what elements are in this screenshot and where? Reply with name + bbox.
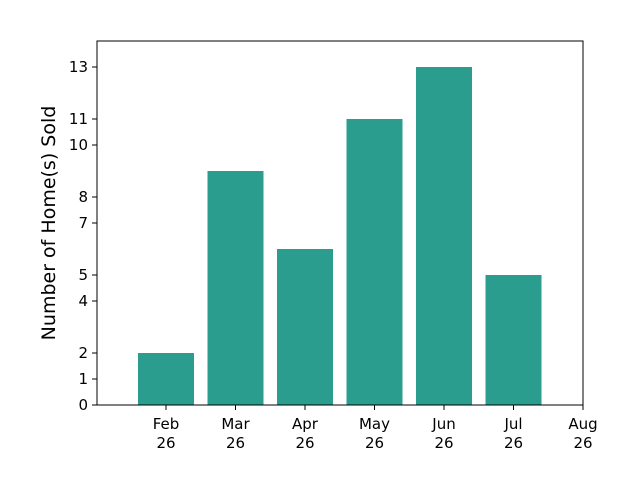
y-tick-label: 8 [78, 188, 88, 206]
y-tick-label: 5 [78, 266, 88, 284]
x-tick-label-jun: Jun 26 [431, 415, 455, 452]
y-tick-label: 2 [78, 344, 88, 362]
y-tick-label: 4 [78, 292, 88, 310]
x-axis: Feb 26 Mar 26 Apr 26 May 26 Jun 26 Jul 26 Aug 26 [153, 405, 598, 452]
bar-feb [138, 353, 194, 405]
y-axis: 0 1 2 4 5 7 8 10 11 13 [69, 58, 97, 414]
bars-group [138, 67, 542, 405]
x-tick-label-aug: Aug 26 [568, 415, 597, 452]
bar-jul [485, 275, 542, 405]
y-tick-label: 0 [78, 396, 88, 414]
bar-apr [277, 249, 333, 405]
bar-may [346, 119, 403, 405]
x-tick-label-apr: Apr 26 [292, 415, 319, 452]
y-tick-label: 11 [69, 110, 88, 128]
x-tick-label-feb: Feb 26 [153, 415, 180, 452]
y-tick-label: 1 [78, 370, 88, 388]
y-tick-label: 13 [69, 58, 88, 76]
x-tick-label-mar: Mar 26 [221, 415, 250, 452]
bar-mar [207, 171, 264, 405]
y-tick-label: 10 [69, 136, 88, 154]
y-axis-title: Number of Home(s) Sold [38, 106, 60, 341]
x-tick-label-may: May 26 [359, 415, 390, 452]
x-tick-label-jul: Jul 26 [503, 415, 523, 452]
bar-jun [416, 67, 472, 405]
y-tick-label: 7 [78, 214, 88, 232]
